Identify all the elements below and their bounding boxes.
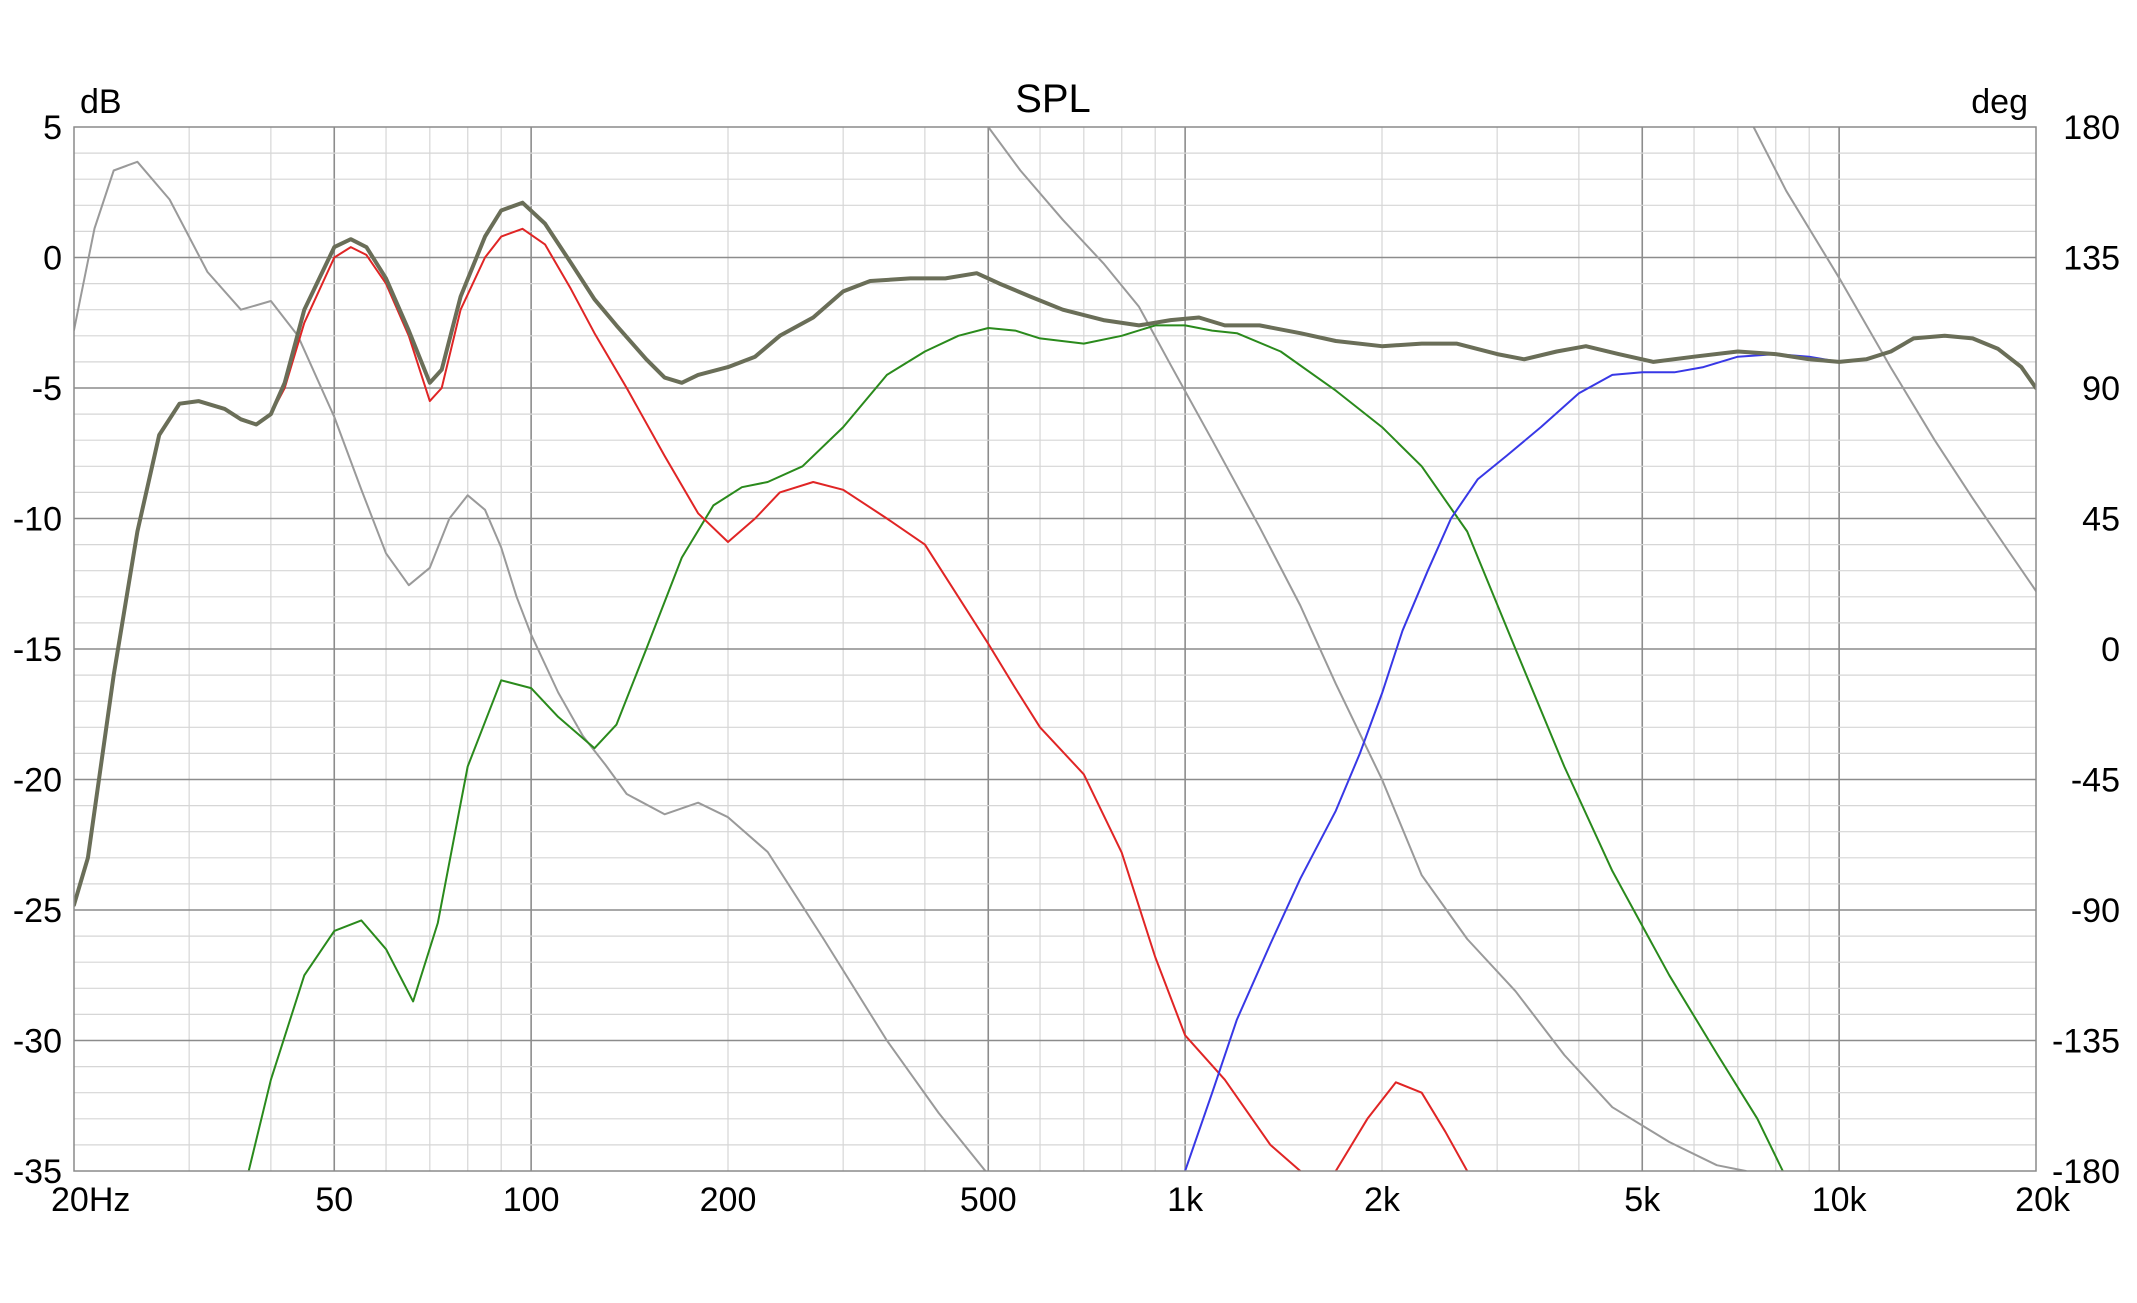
y2-tick-label: 135 [2063,240,2120,278]
series-group [74,127,2036,1171]
y-tick-label: -25 [13,892,62,930]
y2-tick-label: -45 [2071,762,2120,800]
y-tick-label: -15 [13,631,62,669]
x-tick-label: 50 [315,1181,353,1219]
series-line-1-segment-0 [247,324,1784,1171]
x-tick-label: 2k [1364,1181,1401,1219]
grid [74,127,2036,1171]
y-tick-label: -30 [13,1023,62,1061]
tick-labels: 20Hz 50 100 200 500 1k 2k 5k 10k 20k50-5-10-15-20… [13,109,2120,1219]
y-tick-label: -20 [13,762,62,800]
x-tick-label: 10k [1812,1181,1868,1219]
series-line-0-segment-2 [1752,127,2036,592]
x-tick-label: 20k [2015,1181,2071,1219]
y2-tick-label: 45 [2082,501,2120,539]
y2-tick-label: 180 [2063,109,2120,147]
y2-tick-label: 90 [2082,370,2120,408]
y2-tick-label: -180 [2052,1153,2120,1191]
y2-tick-label: -135 [2052,1023,2120,1061]
chart-title: SPL [1015,77,1091,121]
left-axis-unit: dB [80,83,122,121]
right-axis-unit: deg [1971,83,2028,121]
y-tick-label: -10 [13,501,62,539]
y-tick-label: 0 [43,240,62,278]
x-tick-label: 20Hz [51,1181,130,1219]
y-tick-label: 5 [43,109,62,147]
plot-frame [73,126,2037,1172]
y2-tick-label: -90 [2071,892,2120,930]
x-tick-label: 1k [1167,1181,1204,1219]
x-tick-label: 100 [503,1181,560,1219]
y-tick-label: -35 [13,1153,62,1191]
series-line-2-segment-1 [1334,1081,1469,1171]
series-line-0-segment-1 [987,127,1747,1171]
y-tick-label: -5 [32,370,62,408]
y2-tick-label: 0 [2101,631,2120,669]
x-tick-label: 200 [700,1181,757,1219]
x-tick-label: 5k [1624,1181,1661,1219]
x-tick-label: 500 [960,1181,1017,1219]
series-line-0-segment-0 [74,160,987,1171]
series-line-4-segment-0 [74,200,2036,907]
